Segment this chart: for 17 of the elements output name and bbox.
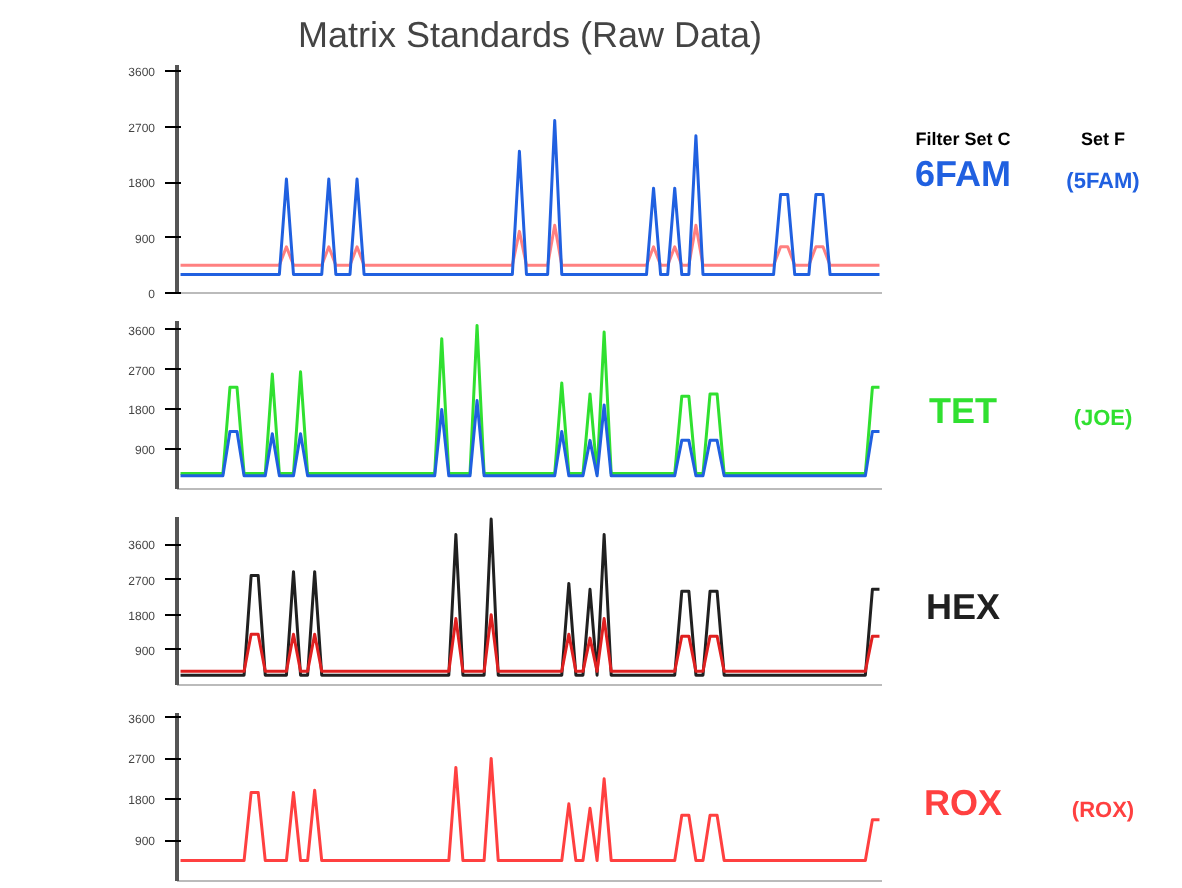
- text: ROX: [923, 782, 1003, 823]
- text: (ROX): [1071, 798, 1135, 823]
- line-series: [179, 517, 881, 677]
- line-series: [179, 323, 881, 476]
- line-series: [179, 118, 881, 277]
- text: (5FAM): [1066, 170, 1141, 195]
- line-series: [179, 399, 881, 478]
- line-series: [179, 223, 881, 267]
- text: TET: [929, 390, 998, 431]
- text: HEX: [925, 586, 1001, 627]
- chart-title: Matrix Standards (Raw Data): [297, 15, 763, 55]
- line-series: [179, 613, 881, 673]
- text: (JOE): [1073, 406, 1134, 431]
- text: 6FAM: [914, 154, 1012, 195]
- line-series: [179, 756, 881, 863]
- text: Filter Set C: [915, 128, 1012, 149]
- text: Set F: [1081, 128, 1127, 149]
